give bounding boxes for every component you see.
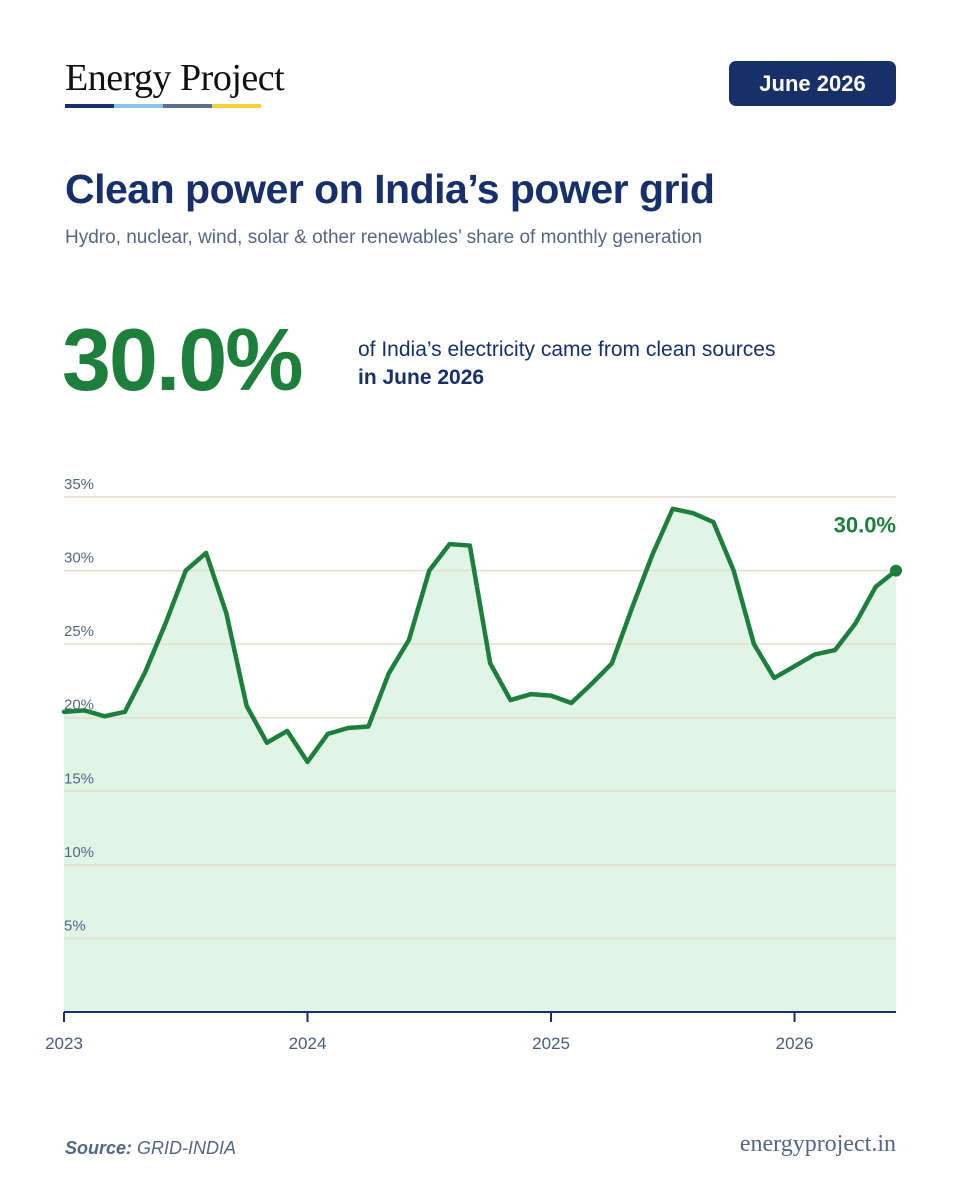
source-label: Source: [65, 1138, 133, 1158]
x-tick-label: 2025 [532, 1034, 570, 1053]
area-fill [64, 508, 896, 1012]
y-tick-label: 10% [64, 844, 94, 861]
key-stat-caption-line2: in June 2026 [358, 366, 485, 389]
x-tick-label: 2024 [289, 1034, 327, 1053]
brand-bar-segment [114, 104, 163, 108]
chart-subtitle: Hydro, nuclear, wind, solar & other rene… [65, 227, 703, 248]
key-stat-caption-line1: of India’s electricity came from clean s… [358, 338, 776, 361]
brand-bar-segment [212, 104, 261, 108]
y-tick-label: 35% [64, 476, 94, 493]
brand-color-bar [65, 104, 261, 108]
clean-share-area-chart: 5%10%15%20%25%30%35%2023 2024 2025 202630.0… [45, 476, 902, 1053]
brand-logo: Energy Project [65, 56, 285, 108]
y-tick-label: 25% [64, 623, 94, 640]
date-badge: June 2026 [729, 61, 896, 106]
x-tick-label: 2023 [45, 1034, 83, 1053]
brand-bar-segment [65, 104, 114, 108]
last-point-label: 30.0% [834, 513, 896, 538]
y-tick-label: 30% [64, 550, 94, 567]
brand-bar-segment [163, 104, 212, 108]
x-tick-label: 2026 [776, 1034, 814, 1053]
source-name: GRID-INDIA [137, 1138, 237, 1158]
website-link[interactable]: energyproject.in [739, 1131, 896, 1157]
source-note: Source: GRID-INDIA [65, 1138, 236, 1159]
key-stat-caption: of India’s electricity came from clean s… [358, 336, 775, 392]
series-line [61, 506, 899, 765]
y-tick-label: 15% [64, 770, 94, 787]
chart-title: Clean power on India’s power grid [65, 166, 715, 212]
last-point-marker [890, 564, 902, 577]
brand-name: Energy Project [65, 57, 285, 99]
y-tick-label: 5% [64, 917, 86, 934]
key-stat-value: 30.0% [62, 310, 304, 409]
